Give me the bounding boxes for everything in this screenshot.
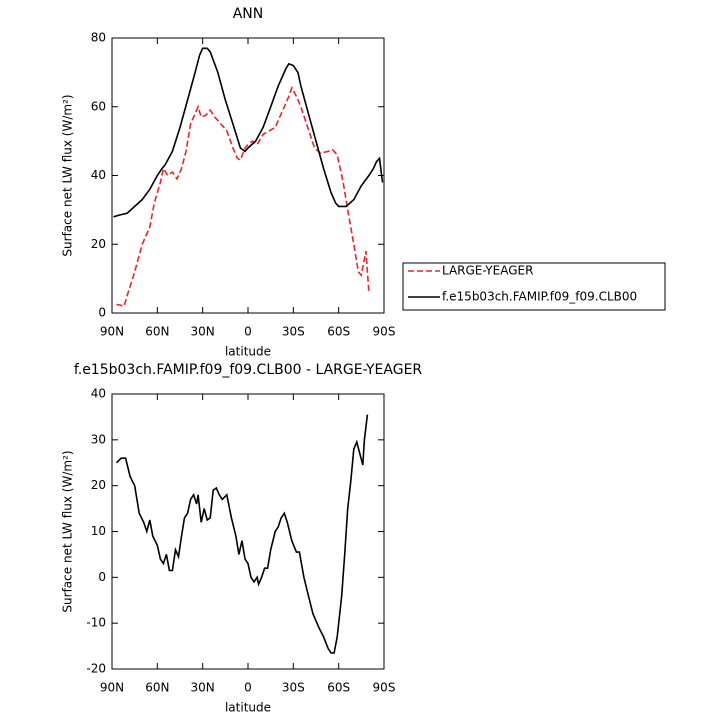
y-tick-label: 20 <box>91 237 106 251</box>
y-tick-label: 40 <box>91 387 106 401</box>
x-tick-label: 30N <box>191 681 215 695</box>
data-line <box>115 414 369 654</box>
plot-frame <box>111 37 385 314</box>
x-tick-label: 30S <box>282 681 305 695</box>
x-tick-label: 90S <box>373 325 396 339</box>
x-tick-label: 60S <box>327 681 350 695</box>
y-axis-label: Surface net LW flux (W/m²) <box>61 94 75 256</box>
y-tick-label: -10 <box>86 616 106 630</box>
x-tick-label: 30N <box>191 325 215 339</box>
y-tick-label: 40 <box>91 168 106 182</box>
y-axis-label: Surface net LW flux (W/m²) <box>61 450 75 612</box>
y-tick-label: 20 <box>91 478 106 492</box>
y-tick-label: 60 <box>91 99 106 113</box>
y-tick-label: 30 <box>91 432 106 446</box>
x-axis-label: latitude <box>225 701 271 715</box>
x-tick-label: 90N <box>100 681 124 695</box>
x-tick-label: 0 <box>244 681 252 695</box>
y-tick-label: 80 <box>91 31 106 45</box>
x-tick-label: 60N <box>145 681 169 695</box>
x-axis-label: latitude <box>225 345 271 359</box>
chart-title: f.e15b03ch.FAMIP.f09_f09.CLB00 - LARGE-Y… <box>74 362 423 378</box>
x-tick-label: 90N <box>100 325 124 339</box>
legend-label: f.e15b03ch.FAMIP.f09_f09.CLB00 <box>442 290 637 304</box>
x-tick-label: 0 <box>244 325 252 339</box>
chart-title: ANN <box>233 6 264 22</box>
y-tick-label: -20 <box>86 662 106 676</box>
x-tick-label: 90S <box>373 681 396 695</box>
x-tick-label: 60N <box>145 325 169 339</box>
y-tick-label: 0 <box>98 570 106 584</box>
x-tick-label: 60S <box>327 325 350 339</box>
legend-box <box>402 262 666 311</box>
legend-label: LARGE-YEAGER <box>442 264 533 278</box>
y-tick-label: 0 <box>98 306 106 320</box>
x-tick-label: 30S <box>282 325 305 339</box>
data-line <box>116 85 370 308</box>
plot-frame <box>111 393 385 670</box>
data-line <box>113 47 384 218</box>
y-tick-label: 10 <box>91 524 106 538</box>
